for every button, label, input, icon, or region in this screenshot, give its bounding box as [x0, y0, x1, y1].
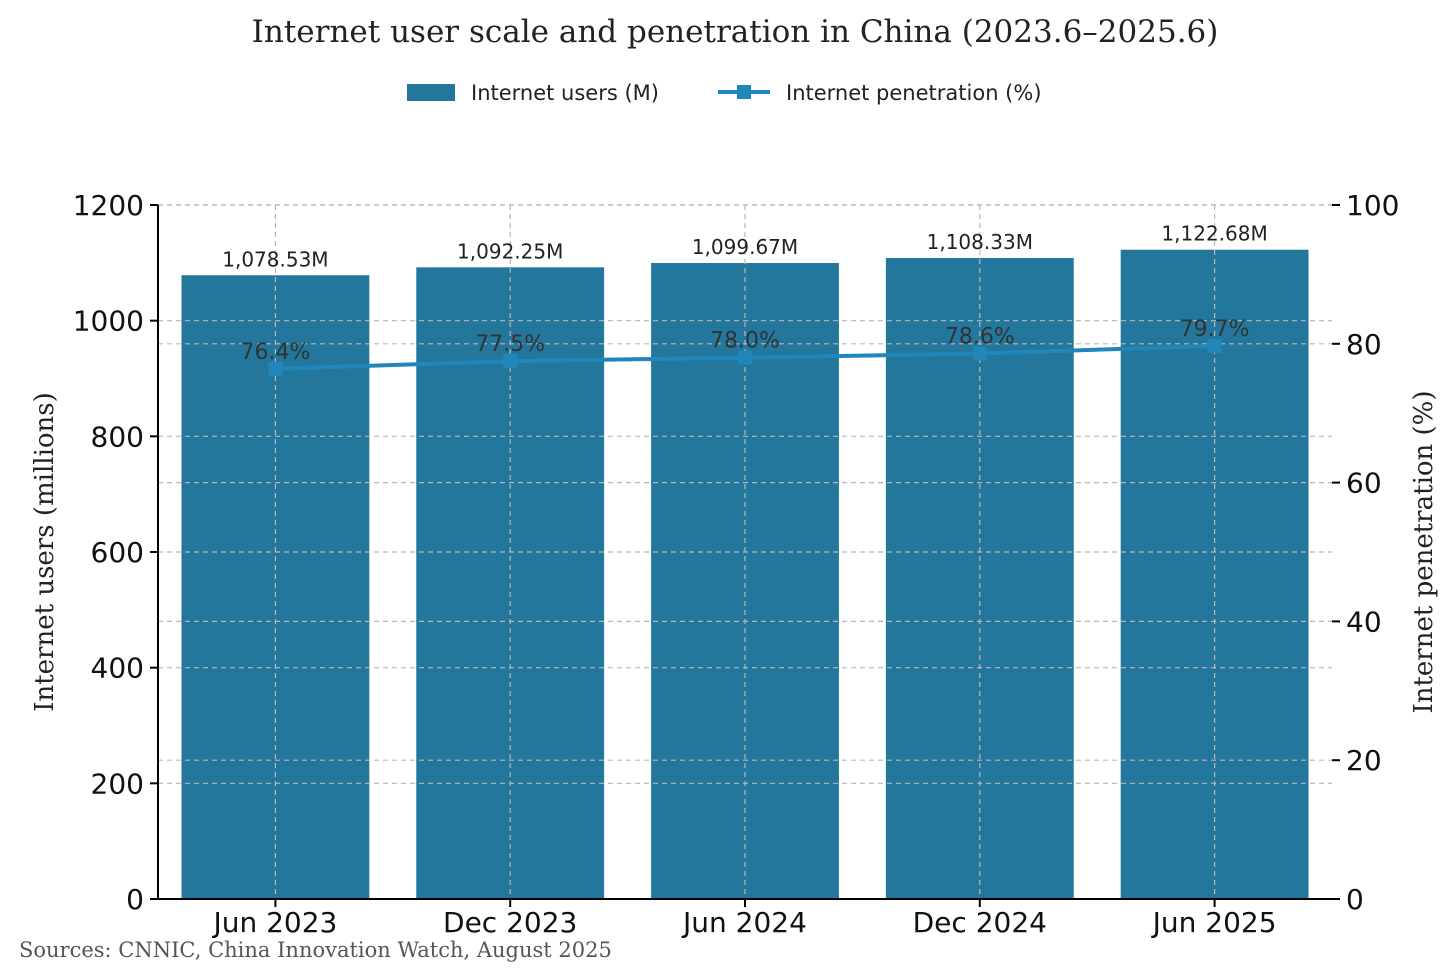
y-tick-label-1: 200 [91, 767, 144, 800]
y2-tick-label-0: 0 [1346, 883, 1364, 916]
bar-label-1: 1,092.25M [457, 239, 563, 263]
x-tick-label-2: Jun 2024 [681, 906, 807, 939]
legend-label-penetration: Internet penetration (%) [786, 81, 1042, 105]
y-tick-label-5: 1000 [73, 305, 144, 338]
penetration-point-1 [503, 354, 518, 369]
y2-tick-label-3: 60 [1346, 467, 1382, 500]
penetration-point-4 [1207, 338, 1222, 353]
x-tick-label-4: Jun 2025 [1151, 906, 1277, 939]
y-tick-label-2: 400 [91, 652, 144, 685]
y-tick-label-0: 0 [126, 883, 144, 916]
source-note: Sources: CNNIC, China Innovation Watch, … [19, 938, 612, 962]
bar-label-0: 1,078.53M [222, 247, 328, 271]
legend-swatch-users [407, 84, 455, 101]
y-axis-label: Internet users (millions) [30, 392, 60, 712]
bar-label-3: 1,108.33M [927, 230, 1033, 254]
penetration-label-4: 79.7% [1180, 317, 1250, 342]
chart-title: Internet user scale and penetration in C… [252, 14, 1219, 50]
y2-tick-label-2: 40 [1346, 605, 1382, 638]
legend-marker-penetration [737, 85, 751, 99]
y2-tick-label-5: 100 [1346, 189, 1399, 222]
x-tick-label-3: Dec 2024 [913, 906, 1047, 939]
penetration-point-3 [972, 346, 987, 361]
x-tick-label-1: Dec 2023 [443, 906, 577, 939]
penetration-label-3: 78.6% [945, 325, 1015, 350]
bar-label-2: 1,099.67M [692, 235, 798, 259]
penetration-label-1: 77.5% [475, 332, 545, 357]
y-tick-label-3: 600 [91, 536, 144, 569]
penetration-label-0: 76.4% [240, 340, 310, 365]
x-tick-label-0: Jun 2023 [211, 906, 337, 939]
bar-labels: 1,078.53M 1,092.25M 1,099.67M 1,108.33M 1,12… [222, 222, 1268, 272]
penetration-label-2: 78.0% [710, 329, 780, 354]
line-series: 76.4% 77.5% 78.0% 78.6% 79.7% [240, 317, 1250, 376]
penetration-point-0 [268, 361, 283, 376]
legend: Internet users (M) Internet penetration … [407, 81, 1042, 105]
y2-axis-label: Internet penetration (%) [1409, 390, 1439, 713]
y-tick-label-6: 1200 [73, 189, 144, 222]
y2-tick-label-1: 20 [1346, 744, 1382, 777]
penetration-point-2 [738, 350, 752, 365]
y2-tick-label-4: 80 [1346, 328, 1382, 361]
y-tick-label-4: 800 [91, 420, 144, 453]
axes: 0 200 400 600 800 1000 1200 0 20 40 60 80 100 Jun 202… [73, 189, 1400, 939]
bar-label-4: 1,122.68M [1161, 222, 1267, 246]
legend-label-users: Internet users (M) [471, 81, 659, 105]
